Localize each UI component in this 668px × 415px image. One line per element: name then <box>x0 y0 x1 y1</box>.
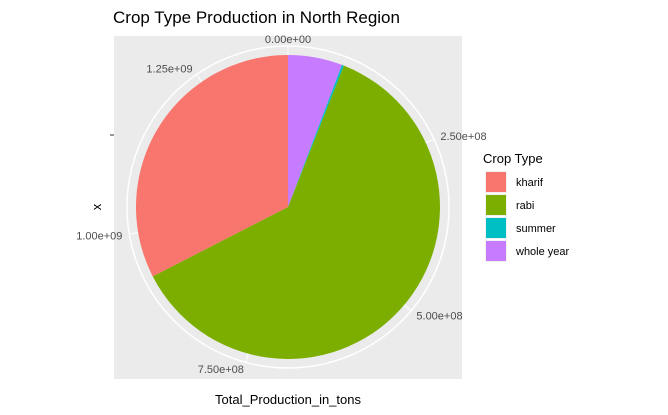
legend-label: rabi <box>516 200 534 212</box>
legend: Crop Type kharif rabi summer whole year <box>483 151 570 262</box>
radial-tick-label: 2.50e+08 <box>440 131 486 143</box>
radial-tick-label: 7.50e+08 <box>198 364 244 376</box>
x-axis-title: Total_Production_in_tons <box>215 392 361 407</box>
slice-whole-year <box>288 55 343 207</box>
radial-tick-label: 5.00e+08 <box>416 310 462 322</box>
radial-tick-label: 0.00e+00 <box>265 34 311 46</box>
radial-tick-labels: 0.00e+00 2.50e+08 5.00e+08 7.50e+08 1.00e+09… <box>76 34 486 376</box>
legend-key-rabi <box>486 195 506 215</box>
legend-title: Crop Type <box>483 151 543 166</box>
chart-title: Crop Type Production in North Region <box>113 8 400 27</box>
legend-items: kharif rabi summer whole year <box>485 171 570 262</box>
radial-tick-label: 1.25e+09 <box>146 64 192 76</box>
radial-tick-label: 1.00e+09 <box>76 230 122 242</box>
legend-key-summer <box>486 218 506 238</box>
slice-summer <box>288 64 344 207</box>
y-axis-title: x <box>89 203 104 210</box>
legend-key-kharif <box>486 172 506 192</box>
legend-key-whole-year <box>486 241 506 261</box>
slice-kharif <box>136 55 288 277</box>
pie-slices <box>136 55 440 359</box>
legend-label: summer <box>516 223 556 235</box>
legend-label: kharif <box>516 177 544 189</box>
legend-label: whole year <box>515 246 570 258</box>
slice-rabi <box>152 65 440 359</box>
